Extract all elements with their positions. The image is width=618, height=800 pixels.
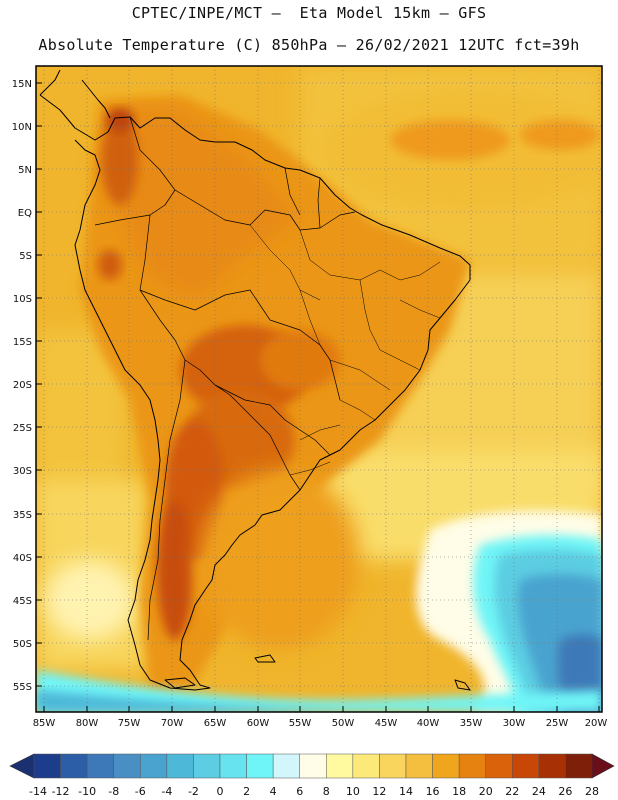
colorbar-tick-label: 22: [505, 785, 519, 798]
lon-label: 25W: [546, 718, 569, 729]
colorbar-tick-label: 28: [585, 785, 599, 798]
map-frame: [35, 65, 603, 713]
lat-label: 55S: [13, 682, 32, 693]
lon-label: 85W: [33, 718, 56, 729]
colorbar-tick-label: -12: [52, 785, 70, 798]
colorbar-tick-label: 12: [372, 785, 386, 798]
colorbar-swatch: [60, 753, 88, 779]
lat-label: 40S: [13, 553, 32, 564]
lon-label: 30W: [503, 718, 526, 729]
axis-ticks: [36, 82, 600, 712]
lon-label: 55W: [289, 718, 312, 729]
colorbar-tick-label: -8: [108, 785, 119, 798]
colorbar-swatch: [458, 753, 486, 779]
colorbar-min-arrow: [9, 753, 35, 779]
colorbar-tick-label: 10: [346, 785, 360, 798]
colorbar-swatch: [113, 753, 141, 779]
lon-label: 70W: [161, 718, 184, 729]
colorbar-tick-label: 20: [479, 785, 493, 798]
lat-label: 30S: [13, 466, 32, 477]
colorbar-tick-label: -6: [135, 785, 146, 798]
colorbar-swatch: [272, 753, 300, 779]
colorbar-max-arrow: [591, 753, 615, 779]
colorbar-swatch: [140, 753, 168, 779]
state-borders: [249, 224, 441, 476]
lat-label: 50S: [13, 639, 32, 650]
colorbar-tick-label: 18: [452, 785, 466, 798]
colorbar-tick-label: 16: [426, 785, 440, 798]
latitude-labels: 15N 10N 5N EQ 5S 10S 15S 20S 25S 30S 35S…: [12, 79, 32, 693]
colorbar-tick-label: -4: [161, 785, 172, 798]
lat-label: 10S: [13, 294, 32, 305]
lat-label: 20S: [13, 380, 32, 391]
colorbar-tick-label: 2: [243, 785, 250, 798]
colorbar-swatch: [565, 753, 593, 779]
colorbar-swatch: [86, 753, 114, 779]
colorbar-swatch: [379, 753, 407, 779]
lon-label: 45W: [375, 718, 398, 729]
colorbar-swatch: [33, 753, 61, 779]
colorbar-tick-label: 8: [323, 785, 330, 798]
lat-label: 10N: [12, 122, 32, 133]
colorbar-swatch: [299, 753, 327, 779]
lat-label: EQ: [18, 208, 32, 219]
colorbar-swatch: [485, 753, 513, 779]
lat-label: 25S: [13, 423, 32, 434]
colorbar-swatch: [219, 753, 247, 779]
colorbar-tick-label: -14: [29, 785, 47, 798]
lat-label: 15N: [12, 79, 32, 90]
colorbar-swatch: [193, 753, 221, 779]
lat-label: 15S: [13, 337, 32, 348]
coastline: [39, 69, 471, 691]
colorbar-tick-label: 26: [558, 785, 572, 798]
lon-label: 20W: [585, 718, 608, 729]
lon-label: 75W: [118, 718, 141, 729]
colorbar-tick-label: 0: [217, 785, 224, 798]
title-line-2: Absolute Temperature (C) 850hPa – 26/02/…: [38, 36, 580, 54]
colorbar-tick-label: 14: [399, 785, 413, 798]
colorbar-swatch: [166, 753, 194, 779]
country-borders: [94, 116, 356, 641]
colorbar-tick-label: -10: [78, 785, 96, 798]
colorbar-swatch: [326, 753, 354, 779]
lon-label: 80W: [76, 718, 99, 729]
title-line-1: CPTEC/INPE/MCT – Eta Model 15km – GFS: [131, 4, 487, 22]
colorbar-swatch: [538, 753, 566, 779]
lon-label: 50W: [332, 718, 355, 729]
colorbar-swatch: [512, 753, 540, 779]
lat-label: 5S: [19, 251, 32, 262]
colorbar-swatch: [246, 753, 274, 779]
longitude-labels: 85W 80W 75W 70W 65W 60W 55W 50W 45W 40W …: [33, 718, 608, 729]
lon-label: 40W: [417, 718, 440, 729]
lon-label: 35W: [460, 718, 483, 729]
colorbar-tick-label: 6: [296, 785, 303, 798]
lat-label: 35S: [13, 510, 32, 521]
colorbar: -14 -12 -10 -8 -6 -4 -2 0 2 4 6 8 10 12 14 16 18 20 22 24 26…: [9, 753, 615, 798]
colorbar-tick-label: -2: [188, 785, 199, 798]
colorbar-swatch: [432, 753, 460, 779]
colorbar-tick-label: 24: [532, 785, 546, 798]
lat-label: 5N: [18, 165, 32, 176]
colorbar-tick-label: 4: [270, 785, 277, 798]
lat-label: 45S: [13, 596, 32, 607]
lon-label: 60W: [247, 718, 270, 729]
colorbar-swatch: [352, 753, 380, 779]
colorbar-swatch: [405, 753, 433, 779]
lon-label: 65W: [204, 718, 227, 729]
temperature-field: [36, 66, 602, 712]
